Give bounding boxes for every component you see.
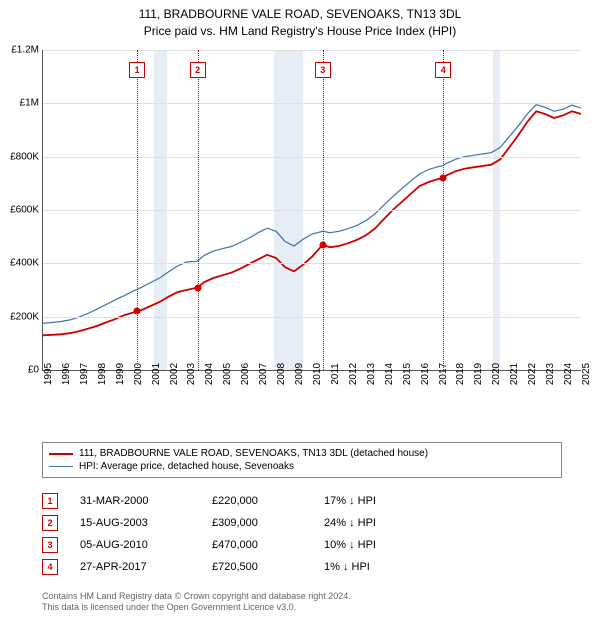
sales-table-row: 1 31-MAR-2000 £220,000 17% ↓ HPI — [42, 490, 414, 512]
sale-marker-dot — [134, 308, 141, 315]
footer: Contains HM Land Registry data © Crown c… — [42, 591, 351, 614]
sale-marker-box: 3 — [315, 62, 331, 78]
sale-marker-box: 1 — [129, 62, 145, 78]
sale-marker-dot — [440, 174, 447, 181]
x-axis-tick-label: 1997 — [79, 363, 90, 385]
y-axis-tick-label: £1.2M — [0, 45, 39, 56]
legend-swatch — [49, 453, 73, 455]
x-axis-tick-label: 1999 — [115, 363, 126, 385]
sales-row-diff: 1% ↓ HPI — [324, 561, 414, 573]
x-axis-tick-label: 2010 — [312, 363, 323, 385]
sales-row-marker: 2 — [42, 515, 58, 531]
chart-area: £0£200K£400K£600K£800K£1M£1.2M1995199619… — [42, 50, 580, 410]
chart-container: 111, BRADBOURNE VALE ROAD, SEVENOAKS, TN… — [0, 0, 600, 620]
sales-row-diff: 10% ↓ HPI — [324, 539, 414, 551]
x-axis-tick-label: 2018 — [455, 363, 466, 385]
sales-table-row: 2 15-AUG-2003 £309,000 24% ↓ HPI — [42, 512, 414, 534]
sale-marker-dot — [319, 241, 326, 248]
x-axis-tick-label: 2011 — [330, 363, 341, 385]
sales-row-date: 15-AUG-2003 — [80, 517, 190, 529]
sales-table: 1 31-MAR-2000 £220,000 17% ↓ HPI 2 15-AUG-200… — [42, 490, 414, 578]
legend-row: HPI: Average price, detached house, Seve… — [49, 460, 555, 473]
plot-region: £0£200K£400K£600K£800K£1M£1.2M1995199619… — [42, 50, 581, 371]
x-axis-tick-label: 2007 — [258, 363, 269, 385]
legend-label: 111, BRADBOURNE VALE ROAD, SEVENOAKS, TN… — [79, 448, 428, 459]
x-axis-tick-label: 2004 — [204, 363, 215, 385]
x-axis-tick-label: 2008 — [276, 363, 287, 385]
sale-marker-dot — [194, 284, 201, 291]
sale-marker-line — [323, 50, 324, 370]
legend-row: 111, BRADBOURNE VALE ROAD, SEVENOAKS, TN… — [49, 447, 555, 460]
x-axis-tick-label: 2015 — [402, 363, 413, 385]
sales-row-price: £220,000 — [212, 495, 302, 507]
x-axis-tick-label: 2012 — [348, 363, 359, 385]
sales-row-diff: 17% ↓ HPI — [324, 495, 414, 507]
title-line1: 111, BRADBOURNE VALE ROAD, SEVENOAKS, TN… — [0, 6, 600, 23]
x-axis-tick-label: 1996 — [61, 363, 72, 385]
sales-row-date: 31-MAR-2000 — [80, 495, 190, 507]
sales-row-marker: 1 — [42, 493, 58, 509]
gridline — [43, 157, 581, 158]
sales-row-diff: 24% ↓ HPI — [324, 517, 414, 529]
series-line-subject — [43, 111, 581, 335]
x-axis-tick-label: 1998 — [97, 363, 108, 385]
y-axis-tick-label: £0 — [0, 365, 39, 376]
sale-marker-line — [443, 50, 444, 370]
footer-line2: This data is licensed under the Open Gov… — [42, 602, 351, 614]
series-line-hpi — [43, 105, 581, 324]
y-axis-tick-label: £400K — [0, 258, 39, 269]
x-axis-tick-label: 2002 — [169, 363, 180, 385]
x-axis-tick-label: 2006 — [240, 363, 251, 385]
x-axis-tick-label: 2020 — [491, 363, 502, 385]
title-line2: Price paid vs. HM Land Registry's House … — [0, 23, 600, 40]
gridline — [43, 317, 581, 318]
sales-row-price: £470,000 — [212, 539, 302, 551]
sale-marker-line — [198, 50, 199, 370]
x-axis-tick-label: 2014 — [384, 363, 395, 385]
x-axis-tick-label: 2013 — [366, 363, 377, 385]
sales-row-marker: 4 — [42, 559, 58, 575]
x-axis-tick-label: 2021 — [509, 363, 520, 385]
x-axis-tick-label: 2019 — [473, 363, 484, 385]
sales-table-row: 3 05-AUG-2010 £470,000 10% ↓ HPI — [42, 534, 414, 556]
legend-swatch — [49, 466, 73, 467]
x-axis-tick-label: 2022 — [527, 363, 538, 385]
x-axis-tick-label: 2023 — [545, 363, 556, 385]
x-axis-tick-label: 2024 — [563, 363, 574, 385]
x-axis-tick-label: 1995 — [43, 363, 54, 385]
gridline — [43, 103, 581, 104]
footer-line1: Contains HM Land Registry data © Crown c… — [42, 591, 351, 603]
sales-row-date: 27-APR-2017 — [80, 561, 190, 573]
sales-table-row: 4 27-APR-2017 £720,500 1% ↓ HPI — [42, 556, 414, 578]
gridline — [43, 50, 581, 51]
x-axis-tick-label: 2009 — [294, 363, 305, 385]
sales-row-price: £309,000 — [212, 517, 302, 529]
sale-marker-line — [137, 50, 138, 370]
x-axis-tick-label: 2003 — [186, 363, 197, 385]
y-axis-tick-label: £200K — [0, 311, 39, 322]
sale-marker-box: 2 — [190, 62, 206, 78]
x-axis-tick-label: 2000 — [133, 363, 144, 385]
x-axis-tick-label: 2016 — [420, 363, 431, 385]
y-axis-tick-label: £1M — [0, 98, 39, 109]
legend-label: HPI: Average price, detached house, Seve… — [79, 461, 294, 472]
sales-row-date: 05-AUG-2010 — [80, 539, 190, 551]
x-axis-tick-label: 2005 — [222, 363, 233, 385]
sale-marker-box: 4 — [435, 62, 451, 78]
gridline — [43, 263, 581, 264]
x-axis-tick-label: 2001 — [151, 363, 162, 385]
x-axis-tick-label: 2025 — [581, 363, 592, 385]
sales-row-marker: 3 — [42, 537, 58, 553]
title-block: 111, BRADBOURNE VALE ROAD, SEVENOAKS, TN… — [0, 0, 600, 40]
legend: 111, BRADBOURNE VALE ROAD, SEVENOAKS, TN… — [42, 442, 562, 478]
sales-row-price: £720,500 — [212, 561, 302, 573]
y-axis-tick-label: £600K — [0, 205, 39, 216]
y-axis-tick-label: £800K — [0, 151, 39, 162]
gridline — [43, 210, 581, 211]
